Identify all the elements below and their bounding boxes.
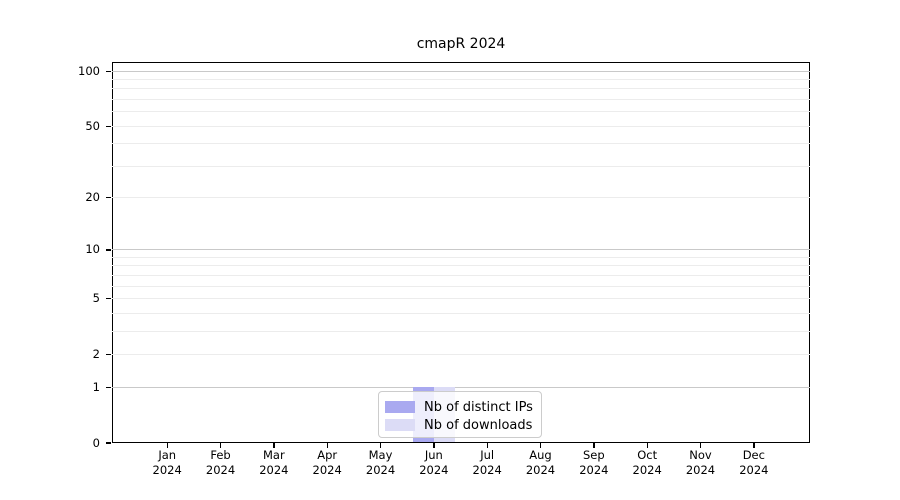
legend-label-distinct-ips: Nb of distinct IPs	[424, 399, 533, 415]
x-tick	[379, 443, 382, 448]
legend-item-distinct-ips: Nb of distinct IPs	[385, 398, 533, 416]
minor-gridline	[112, 265, 810, 267]
x-tick-label: May 2024	[365, 448, 396, 477]
minor-gridline	[112, 274, 810, 276]
minor-gridline	[112, 99, 810, 101]
minor-gridline	[112, 285, 810, 287]
y-tick	[106, 298, 111, 300]
x-tick	[326, 443, 328, 448]
y-tick	[106, 386, 111, 388]
legend-swatch-downloads	[385, 419, 415, 431]
legend-label-downloads: Nb of downloads	[424, 417, 533, 433]
minor-gridline	[112, 312, 810, 314]
minor-gridline	[112, 298, 810, 300]
y-tick	[106, 249, 111, 251]
x-tick-label: Jul 2024	[472, 448, 502, 477]
x-tick	[166, 443, 168, 448]
minor-gridline	[112, 111, 810, 113]
x-tick	[646, 443, 648, 448]
x-tick	[433, 443, 435, 448]
x-tick-label: Apr 2024	[312, 448, 342, 477]
y-tick	[106, 70, 111, 72]
x-tick	[699, 443, 702, 448]
chart-title: cmapR 2024	[416, 36, 506, 52]
y-tick-label: 2	[92, 346, 100, 361]
x-tick-label: Sep 2024	[579, 448, 609, 477]
x-tick	[539, 443, 542, 448]
x-tick-label: Jun 2024	[419, 448, 449, 477]
y-tick-label: 5	[92, 291, 100, 306]
x-tick-label: Mar 2024	[259, 448, 289, 477]
x-tick-label: Aug 2024	[525, 448, 556, 477]
x-tick	[593, 443, 595, 448]
minor-gridline	[112, 165, 810, 167]
major-gridline	[112, 70, 810, 72]
x-tick-label: Nov 2024	[685, 448, 716, 477]
legend: Nb of distinct IPs Nb of downloads	[378, 391, 542, 438]
x-tick	[273, 443, 275, 448]
minor-gridline	[112, 79, 810, 81]
legend-swatch-distinct-ips	[385, 401, 415, 413]
y-tick-label: 0	[92, 435, 100, 450]
x-tick-label: Jan 2024	[152, 448, 182, 477]
minor-gridline	[112, 330, 810, 332]
x-tick-label: Feb 2024	[205, 448, 236, 477]
minor-gridline	[112, 353, 810, 355]
x-tick	[219, 443, 222, 448]
y-tick	[106, 442, 111, 444]
major-gridline	[112, 249, 810, 251]
x-tick-label: Dec 2024	[739, 448, 769, 477]
legend-item-downloads: Nb of downloads	[385, 416, 533, 434]
x-tick	[486, 443, 488, 448]
x-tick	[753, 443, 755, 448]
y-tick-label: 1	[92, 379, 100, 394]
y-tick-label: 20	[85, 190, 100, 205]
y-tick	[106, 197, 111, 199]
y-tick	[106, 353, 111, 356]
y-tick-label: 10	[85, 242, 100, 257]
minor-gridline	[112, 88, 810, 90]
x-tick-label: Oct 2024	[632, 448, 662, 477]
y-tick-label: 50	[85, 118, 100, 133]
minor-gridline	[112, 197, 810, 199]
minor-gridline	[112, 125, 810, 127]
minor-gridline	[112, 257, 810, 258]
minor-gridline	[112, 143, 810, 145]
plot-area	[112, 62, 810, 443]
y-tick	[106, 125, 111, 127]
y-tick-label: 100	[78, 63, 100, 78]
major-gridline	[112, 386, 810, 388]
